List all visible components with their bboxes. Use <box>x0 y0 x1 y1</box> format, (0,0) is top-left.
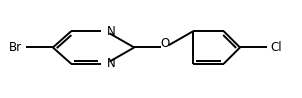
Text: Br: Br <box>9 41 22 54</box>
Text: N: N <box>107 25 116 38</box>
Text: O: O <box>160 37 169 50</box>
Text: Cl: Cl <box>271 41 282 54</box>
Text: N: N <box>107 57 116 70</box>
